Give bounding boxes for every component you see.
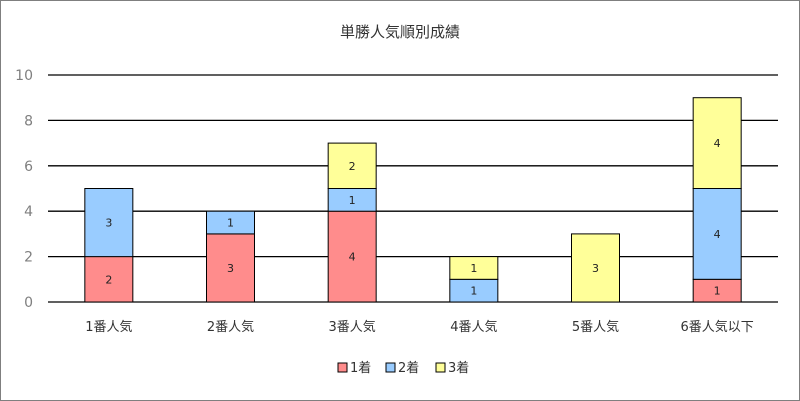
bar-segment [84,256,134,303]
y-tick-label: 0 [24,295,33,311]
x-tick-label: 4番人気 [450,319,497,335]
data-label: 4 [714,228,721,241]
data-label: 4 [349,251,356,264]
data-label: 3 [105,217,112,230]
data-label: 1 [349,194,356,207]
x-tick-label: 2番人気 [207,319,254,335]
y-tick-label: 6 [24,159,33,175]
y-tick-label: 10 [15,68,33,84]
bar-segment [449,256,499,280]
data-label: 2 [105,273,112,286]
x-tick-label: 6番人気以下 [681,319,754,335]
chart-title: 単勝人気順別成績 [340,23,460,41]
legend-label: 1着 [350,360,371,376]
legend: 1着 2着 3着 [337,360,469,376]
data-label: 4 [714,137,721,150]
legend-swatch [337,362,348,373]
data-label: 3 [227,262,234,275]
data-label: 2 [349,160,356,173]
x-tick-label: 3番人気 [329,319,376,335]
bar-segment [692,188,742,280]
x-tick-label: 5番人気 [572,319,619,335]
data-label: 1 [714,285,721,298]
bar-segment [206,210,255,235]
legend-swatch [385,362,396,373]
data-label: 1 [470,285,477,298]
y-tick-label: 8 [24,113,33,129]
bars: 2 3 3 1 4 1 2 1 1 3 1 4 4 [84,97,742,303]
y-tick-label: 4 [24,204,33,220]
bar-segment [571,233,620,303]
data-label: 1 [227,217,234,230]
data-label: 3 [592,262,599,275]
x-axis-ticks: 1番人気 2番人気 3番人気 4番人気 5番人気 6番人気以下 [85,319,754,335]
x-tick-label: 1番人気 [85,319,132,335]
bar-segment [692,97,742,189]
bar-segment [327,142,377,190]
bar-segment [84,188,134,258]
legend-label: 3着 [448,360,469,376]
data-label: 1 [470,262,477,275]
bar-segment [327,210,377,303]
legend-label: 2着 [398,360,419,376]
y-tick-label: 2 [24,250,33,266]
legend-swatch [435,362,446,373]
y-axis-ticks: 0 2 4 6 8 10 [15,68,33,311]
gridlines [48,74,778,303]
